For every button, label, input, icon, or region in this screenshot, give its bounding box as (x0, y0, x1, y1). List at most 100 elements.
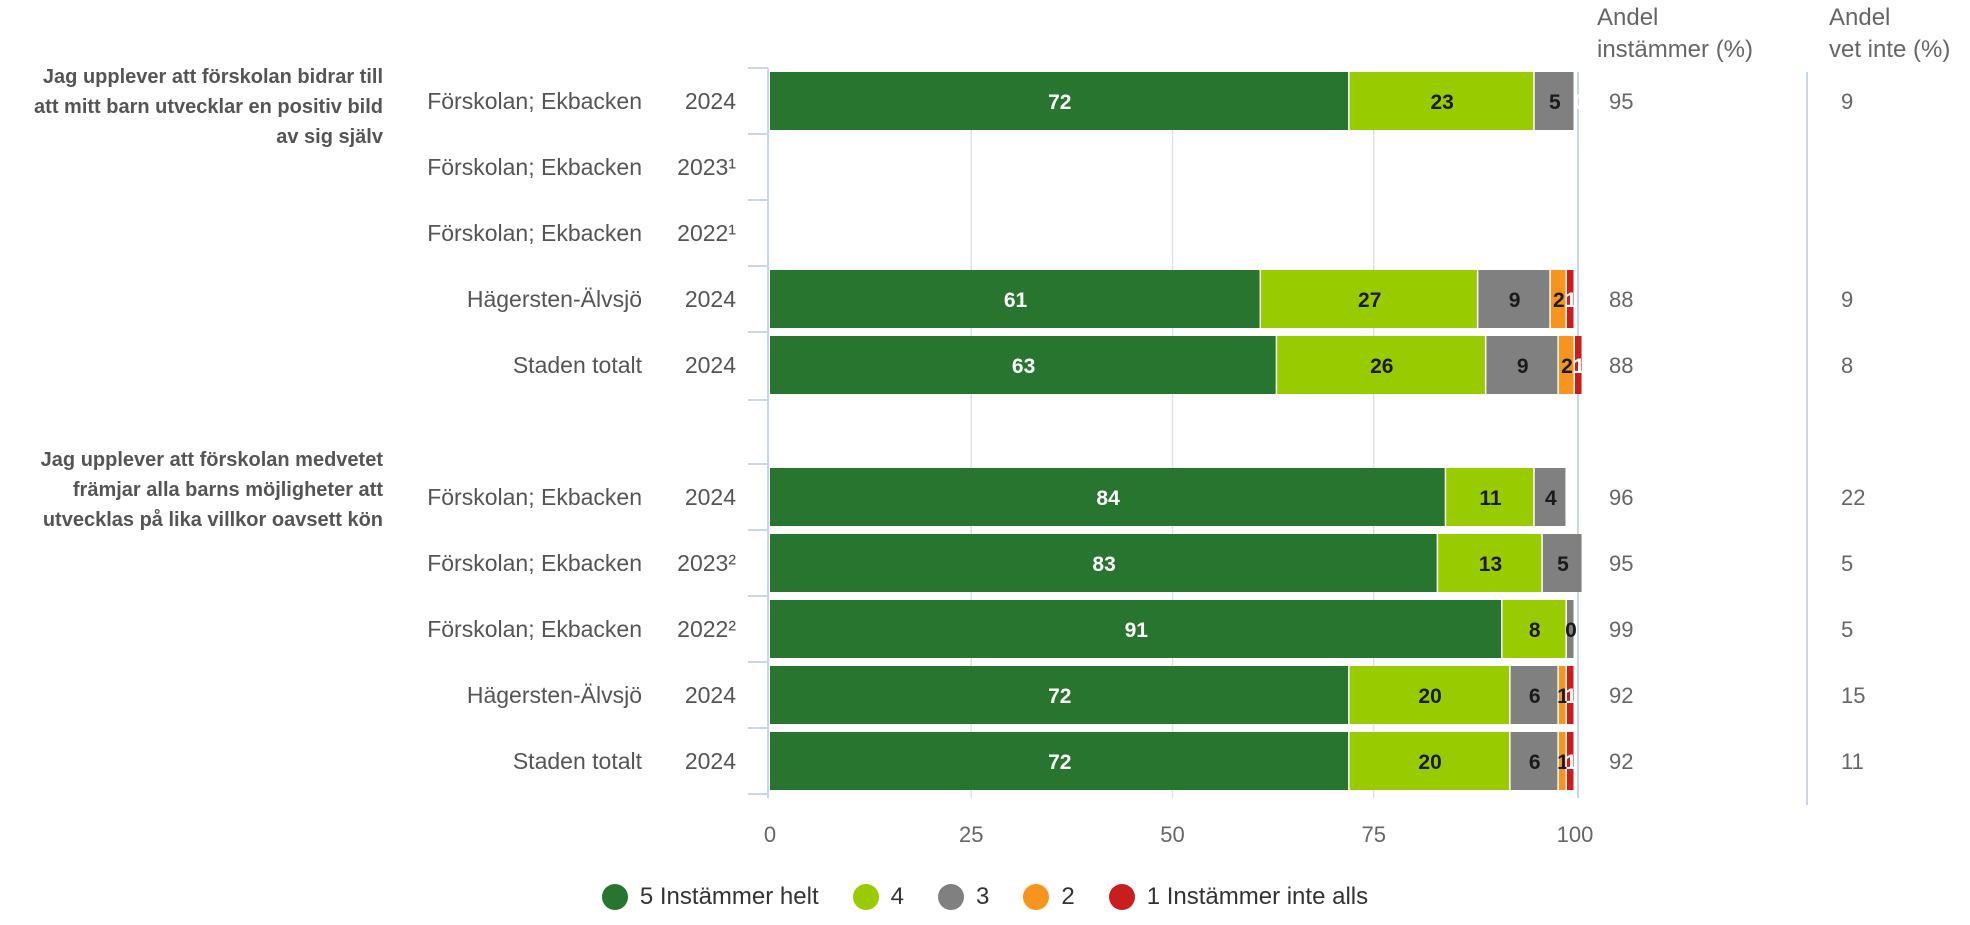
data-label: 0 (1574, 91, 1586, 114)
data-label: 9 (1509, 289, 1521, 312)
bar-segment (1502, 600, 1566, 658)
data-label: 26 (1370, 355, 1393, 378)
data-label: 8 (1529, 619, 1541, 642)
legend-label-2: 2 (1061, 883, 1075, 910)
bar-segment (1566, 666, 1574, 724)
x-tick-label: 75 (1362, 822, 1386, 847)
bar-segment (1510, 732, 1558, 790)
x-tick-label: 50 (1160, 822, 1184, 847)
data-label: 1 (1565, 289, 1577, 312)
data-label: 23 (1430, 91, 1453, 114)
x-tick-label: 25 (959, 822, 983, 847)
data-label: 2 (1553, 289, 1565, 312)
bar-segment (1510, 666, 1558, 724)
data-label: 0 (1582, 553, 1594, 576)
row-label: Förskolan; Ekbacken (427, 616, 642, 642)
data-label: 9 (1517, 355, 1529, 378)
data-label: 6 (1529, 751, 1541, 774)
bar-segment (1566, 600, 1574, 658)
bar-segment (1558, 666, 1566, 724)
row-label: Förskolan; Ekbacken (427, 220, 642, 246)
data-label: 91 (1125, 619, 1149, 642)
legend-item-5: 5 Instämmer helt (601, 883, 819, 911)
data-label: 72 (1048, 91, 1071, 114)
bar-segment (770, 600, 1502, 658)
bar-segment (770, 468, 1445, 526)
bar-segment (1566, 732, 1574, 790)
bar-segment (1534, 468, 1566, 526)
data-label: 84 (1096, 487, 1120, 510)
row-year: 2022¹ (677, 220, 736, 246)
agree-value: 88 (1609, 287, 1633, 312)
row-year: 2024 (685, 682, 736, 708)
row-label: Hägersten-Älvsjö (467, 286, 642, 312)
legend-item-1: 1 Instämmer inte alls (1108, 883, 1369, 911)
bar-segment (770, 336, 1276, 394)
data-label: 5 (1557, 553, 1569, 576)
legend-label-5: 5 Instämmer helt (639, 883, 819, 910)
dontknow-value: 22 (1841, 485, 1865, 510)
legend-item-3: 3 (937, 883, 990, 911)
row-year: 2024 (685, 748, 736, 774)
bar-segment (770, 666, 1349, 724)
row-year: 2024 (685, 352, 736, 378)
bar-segment (1478, 270, 1550, 328)
bar-segment (770, 270, 1260, 328)
bar-segment (1558, 732, 1566, 790)
bar-segment (1349, 732, 1510, 790)
data-label: 20 (1418, 751, 1441, 774)
data-label: 61 (1004, 289, 1028, 312)
bar-segment (770, 732, 1349, 790)
bar-segment (1446, 468, 1534, 526)
bar-segment (770, 534, 1437, 592)
bar-segment (1575, 336, 1582, 394)
row-label: Förskolan; Ekbacken (427, 154, 642, 180)
legend-label-1: 1 Instämmer inte alls (1146, 883, 1369, 910)
dontknow-value: 9 (1841, 89, 1853, 114)
data-label: 11 (1479, 487, 1502, 510)
legend-swatch-2 (1023, 884, 1050, 910)
data-label: 1 (1557, 751, 1569, 774)
data-label: 72 (1048, 751, 1071, 774)
x-tick-label: 100 (1557, 822, 1594, 847)
column-header-dontknow-line2: vet inte (%) (1829, 36, 1951, 63)
agree-value: 95 (1609, 551, 1633, 576)
chart-legend: 5 Instämmer helt 4 3 2 1 Instämmer inte … (0, 883, 1970, 911)
data-label: 6 (1529, 685, 1541, 708)
bar-segment (1534, 72, 1574, 130)
data-label: 1 (1565, 685, 1577, 708)
legend-swatch-4 (852, 884, 879, 910)
bar-segment (1261, 270, 1477, 328)
dontknow-value: 15 (1841, 683, 1865, 708)
data-label: 4 (1545, 487, 1557, 510)
legend-swatch-3 (937, 884, 964, 910)
bar-segment (1349, 72, 1534, 130)
data-label: 1 (1565, 751, 1577, 774)
data-label: 1 (1573, 355, 1585, 378)
legend-swatch-5 (601, 884, 628, 910)
data-label: 20 (1418, 685, 1441, 708)
row-year: 2024 (685, 484, 736, 510)
row-label: Förskolan; Ekbacken (427, 88, 642, 114)
legend-label-3: 3 (975, 883, 990, 910)
column-header-agree-line2: instämmer (%) (1597, 36, 1754, 63)
row-label: Staden totalt (513, 748, 643, 774)
data-label: 27 (1358, 289, 1381, 312)
data-label: 5 (1549, 91, 1561, 114)
row-label: Staden totalt (513, 352, 643, 378)
row-label: Förskolan; Ekbacken (427, 550, 642, 576)
row-label: Förskolan; Ekbacken (427, 484, 642, 510)
legend-label-4: 4 (890, 883, 904, 910)
data-label: 72 (1048, 685, 1071, 708)
column-header-agree-line1: Andel (1597, 4, 1659, 31)
bar-segment (1542, 534, 1582, 592)
dontknow-value: 8 (1841, 353, 1853, 378)
bar-segment (1438, 534, 1542, 592)
agree-value: 99 (1609, 617, 1633, 642)
row-year: 2024 (685, 286, 736, 312)
row-year: 2023² (677, 550, 736, 576)
dontknow-value: 5 (1841, 551, 1853, 576)
agree-value: 95 (1609, 89, 1633, 114)
data-label: 63 (1012, 355, 1035, 378)
row-year: 2022² (677, 616, 736, 642)
